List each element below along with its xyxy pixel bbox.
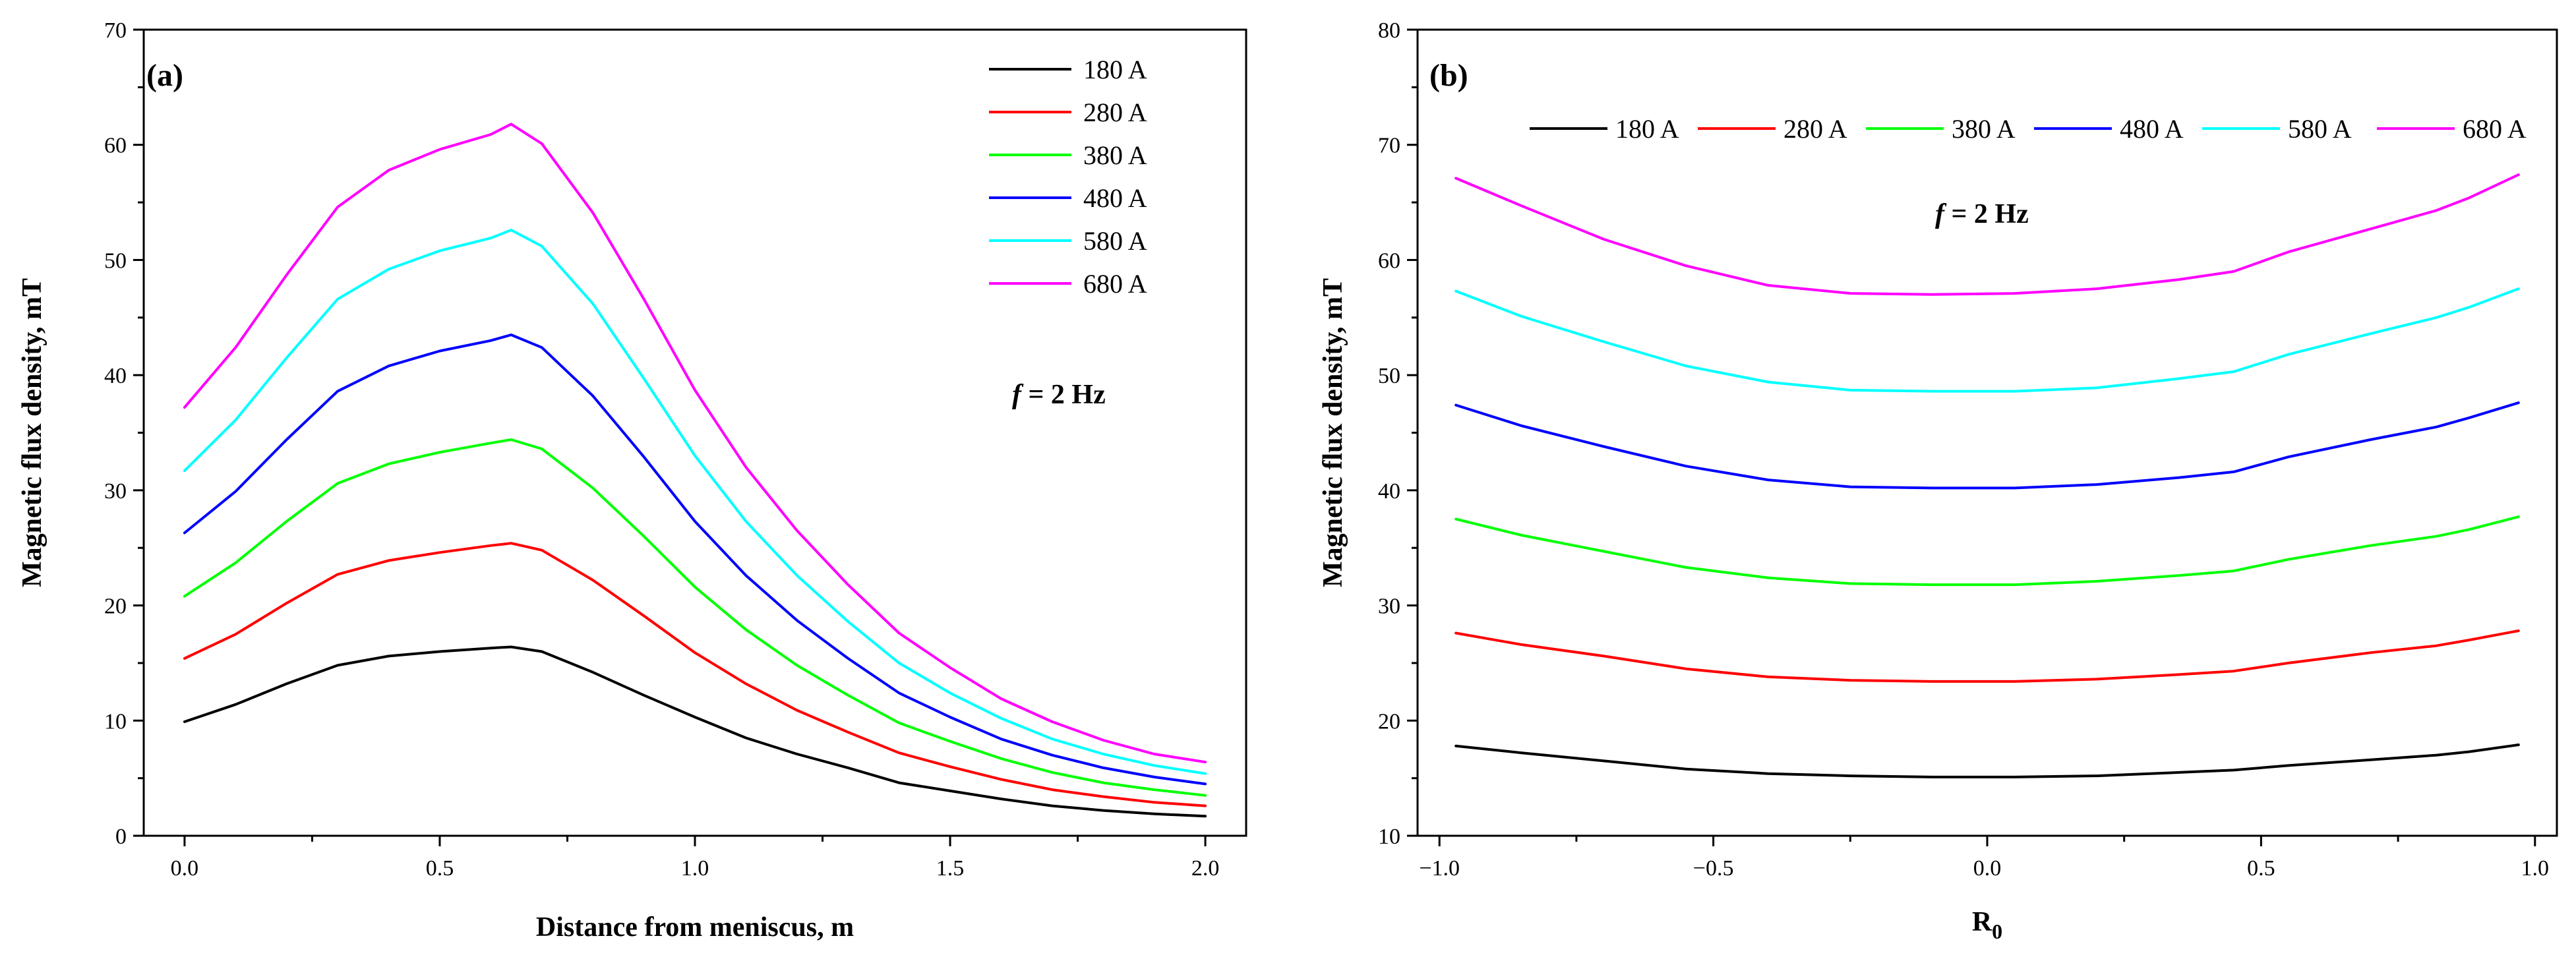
panel-b-chart: −1.0 −0.5 0.0 0.5 1.0 10 20 30 40 50 60 70 80 Magneti… [1318,18,2558,943]
panel-b-x-tick-label: −0.5 [1693,856,1734,881]
panel-b-legend-label: 580 A [2288,114,2352,144]
panel-a-y-tick-label: 60 [104,134,127,158]
panel-a-y-axis-title: Magnetic flux density, mT [17,278,47,587]
panel-a-x-axis-title: Distance from meniscus, m [536,912,854,943]
panel-a-legend-label: 580 A [1083,226,1147,256]
panel-a-y-tick-label: 30 [104,479,127,504]
panel-b-legend-label: 280 A [1783,114,1847,144]
panel-a-x-tick-label: 0.5 [426,856,454,881]
panel-b-y-tick-label: 50 [1378,364,1400,388]
panel-b-y-tick-label: 20 [1378,709,1400,734]
panel-b-x-tick-label: 0.5 [2247,856,2275,881]
panel-b-legend-label: 180 A [1615,114,1679,144]
panel-a-x-tick-label: 2.0 [1191,856,1220,881]
panel-a-series-line-680a [183,123,1207,764]
panel-a-frequency-annotation: f = 2 Hz [1012,380,1106,410]
panel-b-label: (b) [1429,58,1468,93]
panel-b-legend-label: 380 A [1952,114,2016,144]
panel-a-legend-label: 380 A [1083,140,1147,170]
panel-a-legend-label: 280 A [1083,98,1147,127]
panel-a-legend-label: 480 A [1083,183,1147,213]
panel-a-y-tick-label: 0 [115,825,127,849]
panel-a-y-tick-label: 10 [104,709,127,734]
panel-a-y-tick-label: 50 [104,248,127,273]
panel-a-x-tick-label: 1.5 [936,856,965,881]
panel-b-series-line-280a [1454,629,2520,683]
panel-a-series-line-480a [183,334,1207,786]
panel-a-label: (a) [146,58,183,93]
panel-b-y-tick-label: 70 [1378,134,1400,158]
panel-b-y-tick-label: 80 [1378,18,1400,43]
panel-a-plot-frame [142,28,1247,837]
panel-b-x-axis-title: R0 [1972,907,2002,943]
panel-b-frequency-annotation: f = 2 Hz [1935,199,2029,229]
panel-b-series-line-580a [1454,287,2520,393]
panel-b-y-axis-title: Magnetic flux density, mT [1318,278,1348,587]
panel-a-y-tick-label: 70 [104,18,127,43]
panel-b-y-tick-label: 30 [1378,595,1400,619]
panel-a-series-line-380a [183,438,1207,797]
panel-b-series-line-380a [1454,515,2520,587]
panel-b-x-tick-label: 1.0 [2521,856,2550,881]
panel-b-series-line-480a [1454,401,2520,490]
panel-b-y-tick-label: 40 [1378,479,1400,504]
panel-a-y-tick-label: 20 [104,595,127,619]
panel-a-chart: 0.0 0.5 1.0 1.5 2.0 0 10 20 30 40 50 60 70 Magnetic f… [17,18,1247,943]
panel-a-y-tick-label: 40 [104,364,127,388]
panel-a-series-line-280a [183,542,1207,807]
panel-b-y-tick-label: 60 [1378,248,1400,273]
panel-a-x-tick-label: 1.0 [681,856,709,881]
panel-b-series-line-680a [1454,173,2520,296]
panel-a-x-tick-label: 0.0 [171,856,199,881]
panel-a-series-line-580a [183,229,1207,775]
panel-a-legend-label: 180 A [1083,55,1147,84]
panel-a-series-line-180a [183,645,1207,818]
panel-b-plot-frame [1416,28,2558,837]
panel-b-legend-label: 680 A [2463,114,2527,144]
panel-a-legend-label: 680 A [1083,269,1147,299]
panel-b-x-tick-label: −1.0 [1419,856,1460,881]
panel-b-legend-label: 480 A [2120,114,2184,144]
panel-b-y-tick-label: 10 [1378,825,1400,849]
panel-b-x-tick-label: 0.0 [1973,856,2002,881]
panel-b-series-line-180a [1454,743,2520,778]
